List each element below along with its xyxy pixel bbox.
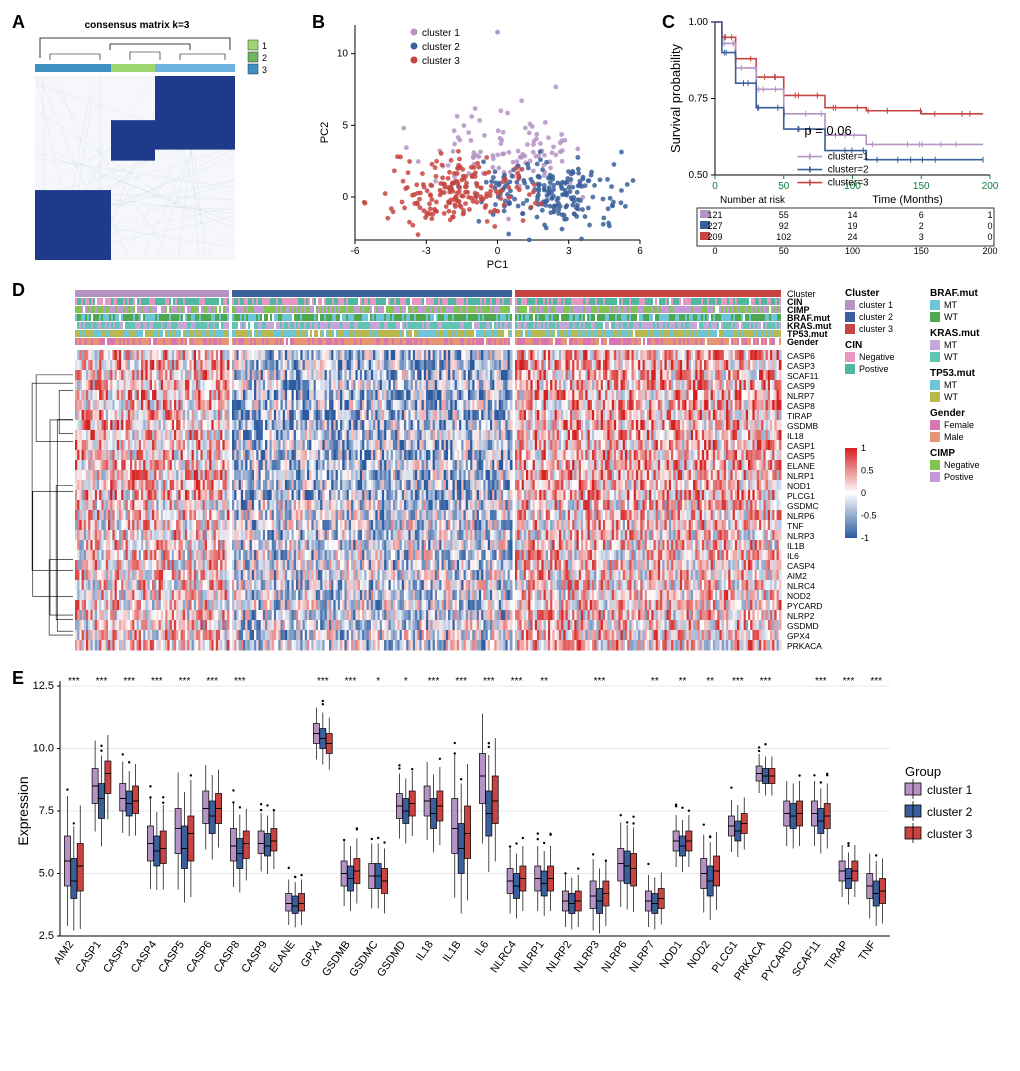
svg-text:3: 3 [262,65,267,75]
dendrogram [40,38,230,60]
svg-text:6: 6 [637,246,643,257]
panel-c: C 0.500.751.00050100150200Survival proba… [660,10,1000,270]
svg-text:cluster=3: cluster=3 [828,178,869,189]
svg-text:10: 10 [337,49,349,60]
svg-text:CASP6: CASP6 [787,351,815,361]
svg-text:0: 0 [712,246,717,256]
svg-text:150: 150 [913,181,930,192]
panel-e-label: E [12,668,24,689]
svg-text:-6: -6 [351,246,360,257]
svg-text:0: 0 [712,181,718,192]
figure-container: A consensus matrix k=3 123 B -6-30360510… [10,10,1010,1036]
svg-text:SCAF11: SCAF11 [787,371,819,381]
heatmap: ClusterCINCIMPBRAF.mutKRAS.mutTP53.mutGe… [10,278,1010,658]
svg-text:0: 0 [342,192,348,203]
svg-text:0.75: 0.75 [689,94,709,105]
svg-text:2: 2 [919,221,924,231]
expression-boxplot: 2.55.07.510.012.5Expression***AIM2***CAS… [10,666,1010,1036]
panel-a: A consensus matrix k=3 1 2 3 [10,10,300,270]
panel-b-label: B [312,12,325,33]
svg-text:Gender: Gender [787,337,819,347]
svg-text:cluster 3: cluster 3 [422,56,460,67]
svg-text:92: 92 [779,221,789,231]
consensus-matrix: consensus matrix k=3 1 2 3 [10,10,300,270]
top-row: A consensus matrix k=3 123 B -6-30360510… [10,10,1010,270]
panel-a-legend: 1 2 3 [248,40,267,75]
svg-text:24: 24 [847,232,857,242]
svg-text:1: 1 [262,41,267,51]
cluster-color-bar [35,64,235,72]
svg-text:14: 14 [847,210,857,220]
svg-text:3: 3 [566,246,572,257]
svg-text:CASP9: CASP9 [787,381,815,391]
panel-d: D ClusterCINCIMPBRAF.mutKRAS.mutTP53.mut… [10,278,1010,658]
km-curves: 0.500.751.00050100150200Survival probabi… [668,17,999,256]
panel-a-label: A [12,12,25,33]
boxplot-body: 2.55.07.510.012.5Expression***AIM2***CAS… [15,676,973,983]
heatmap-body: ClusterCINCIMPBRAF.mutKRAS.mutTP53.mutGe… [32,288,980,651]
svg-text:55: 55 [779,210,789,220]
scatter-points [362,30,636,243]
svg-text:Survival probability: Survival probability [668,43,683,153]
svg-text:200: 200 [982,246,997,256]
panel-b: B -6-30360510PC1PC2 cluster 1cluster 2cl… [310,10,650,270]
panel-c-label: C [662,12,675,33]
svg-text:200: 200 [982,181,999,192]
svg-text:209: 209 [707,232,722,242]
svg-text:50: 50 [779,246,789,256]
svg-text:0: 0 [495,246,501,257]
svg-text:cluster=1: cluster=1 [828,152,869,163]
panel-a-title: consensus matrix k=3 [85,20,190,31]
svg-text:PC1: PC1 [487,259,508,270]
svg-text:50: 50 [778,181,790,192]
svg-text:cluster 1: cluster 1 [422,28,460,39]
svg-text:2: 2 [262,53,267,63]
svg-text:3: 3 [919,232,924,242]
axes: -6 -3 0 3 6 0 5 10 PC1 PC2 [319,25,643,270]
svg-text:19: 19 [847,221,857,231]
svg-text:Time (Months): Time (Months) [872,194,943,206]
svg-text:0: 0 [987,221,992,231]
svg-text:0.50: 0.50 [689,170,709,181]
svg-text:5: 5 [342,120,348,131]
panel-e: E 2.55.07.510.012.5Expression***AIM2***C… [10,666,1010,1036]
svg-text:-3: -3 [422,246,431,257]
panel-d-label: D [12,280,25,301]
svg-text:227: 227 [707,221,722,231]
svg-text:0: 0 [987,232,992,242]
km-plot: 0.500.751.00050100150200Survival probabi… [660,10,1000,270]
svg-text:1: 1 [987,210,992,220]
svg-text:6: 6 [919,210,924,220]
svg-text:Number at risk: Number at risk [720,195,786,206]
svg-text:121: 121 [707,210,722,220]
panel-b-legend: cluster 1 cluster 2 cluster 3 [411,28,461,67]
svg-text:150: 150 [914,246,929,256]
svg-text:1.00: 1.00 [689,17,709,28]
pca-scatter: -6-30360510PC1PC2 cluster 1cluster 2clus… [310,10,650,270]
svg-text:NLRP7: NLRP7 [787,391,815,401]
svg-text:102: 102 [776,232,791,242]
consensus-blocks [35,76,235,260]
svg-text:cluster=2: cluster=2 [828,165,869,176]
svg-text:CASP3: CASP3 [787,361,815,371]
svg-text:PC2: PC2 [319,122,331,143]
svg-text:p = 0.06: p = 0.06 [804,123,851,138]
svg-text:100: 100 [845,246,860,256]
svg-text:cluster 2: cluster 2 [422,42,460,53]
